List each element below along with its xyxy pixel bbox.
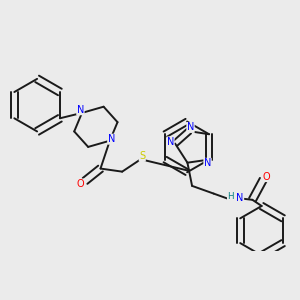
Text: S: S [139, 151, 145, 161]
Text: N: N [236, 193, 244, 202]
Text: N: N [77, 105, 84, 115]
Text: O: O [262, 172, 270, 182]
Text: N: N [187, 122, 194, 132]
Text: N: N [167, 137, 174, 147]
Text: H: H [227, 192, 234, 201]
Text: N: N [108, 134, 115, 144]
Text: N: N [204, 158, 211, 168]
Text: O: O [76, 179, 84, 189]
